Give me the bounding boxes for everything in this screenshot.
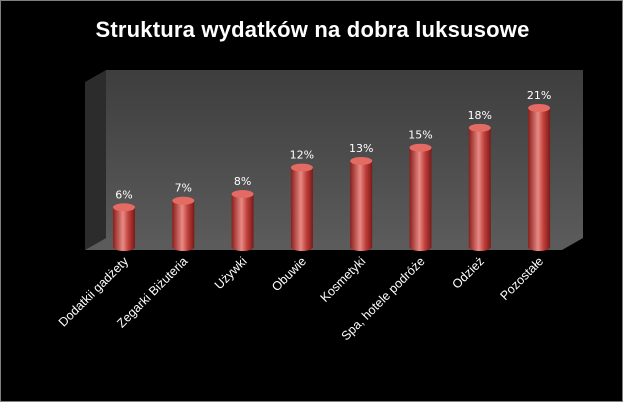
bar-top <box>231 190 254 199</box>
back-wall <box>106 70 583 238</box>
data-label: 15% <box>408 129 432 142</box>
bar-top <box>409 143 432 152</box>
data-label: 6% <box>115 188 132 201</box>
chart-title: Struktura wydatków na dobra luksusowe <box>95 17 530 42</box>
bar-body <box>468 127 491 251</box>
bar-top <box>528 104 551 112</box>
bar-top <box>172 196 195 205</box>
floor <box>85 238 583 250</box>
bar-4 <box>290 163 313 251</box>
bar-body <box>172 200 195 251</box>
bar-8 <box>528 104 551 251</box>
x-tick-label: Pozostałe <box>497 254 546 303</box>
data-label: 21% <box>527 89 551 102</box>
x-tick-label: Odzież <box>450 254 487 291</box>
bar-body <box>113 207 135 251</box>
x-tick-label: Obuwie <box>269 254 309 294</box>
left-wall <box>85 70 106 250</box>
bar-body <box>528 108 551 251</box>
x-tick-label: Kosmetyki <box>318 254 369 305</box>
data-label: 13% <box>349 142 373 155</box>
data-label: 12% <box>290 149 314 162</box>
data-label: 18% <box>468 109 492 122</box>
bar-body <box>290 167 313 251</box>
bar-6 <box>409 143 432 251</box>
bar-body <box>231 194 254 251</box>
data-labels-group: 6% 7% 8% 12% 13% 15% 18% 21% <box>115 89 551 201</box>
bar-body <box>409 147 432 251</box>
bar-7 <box>468 123 491 251</box>
data-label: 8% <box>234 175 251 188</box>
bar-top <box>290 163 313 172</box>
bar-1 <box>113 203 135 251</box>
bar-top <box>350 156 373 165</box>
data-label: 7% <box>175 182 192 195</box>
bar-top <box>468 123 491 132</box>
bar-5 <box>350 156 373 251</box>
bar-2 <box>172 196 195 251</box>
bar-top <box>113 203 135 212</box>
bar-3 <box>231 190 254 251</box>
bars-group <box>113 104 551 251</box>
bar-body <box>350 160 373 251</box>
x-tick-label: Używki <box>212 254 250 292</box>
